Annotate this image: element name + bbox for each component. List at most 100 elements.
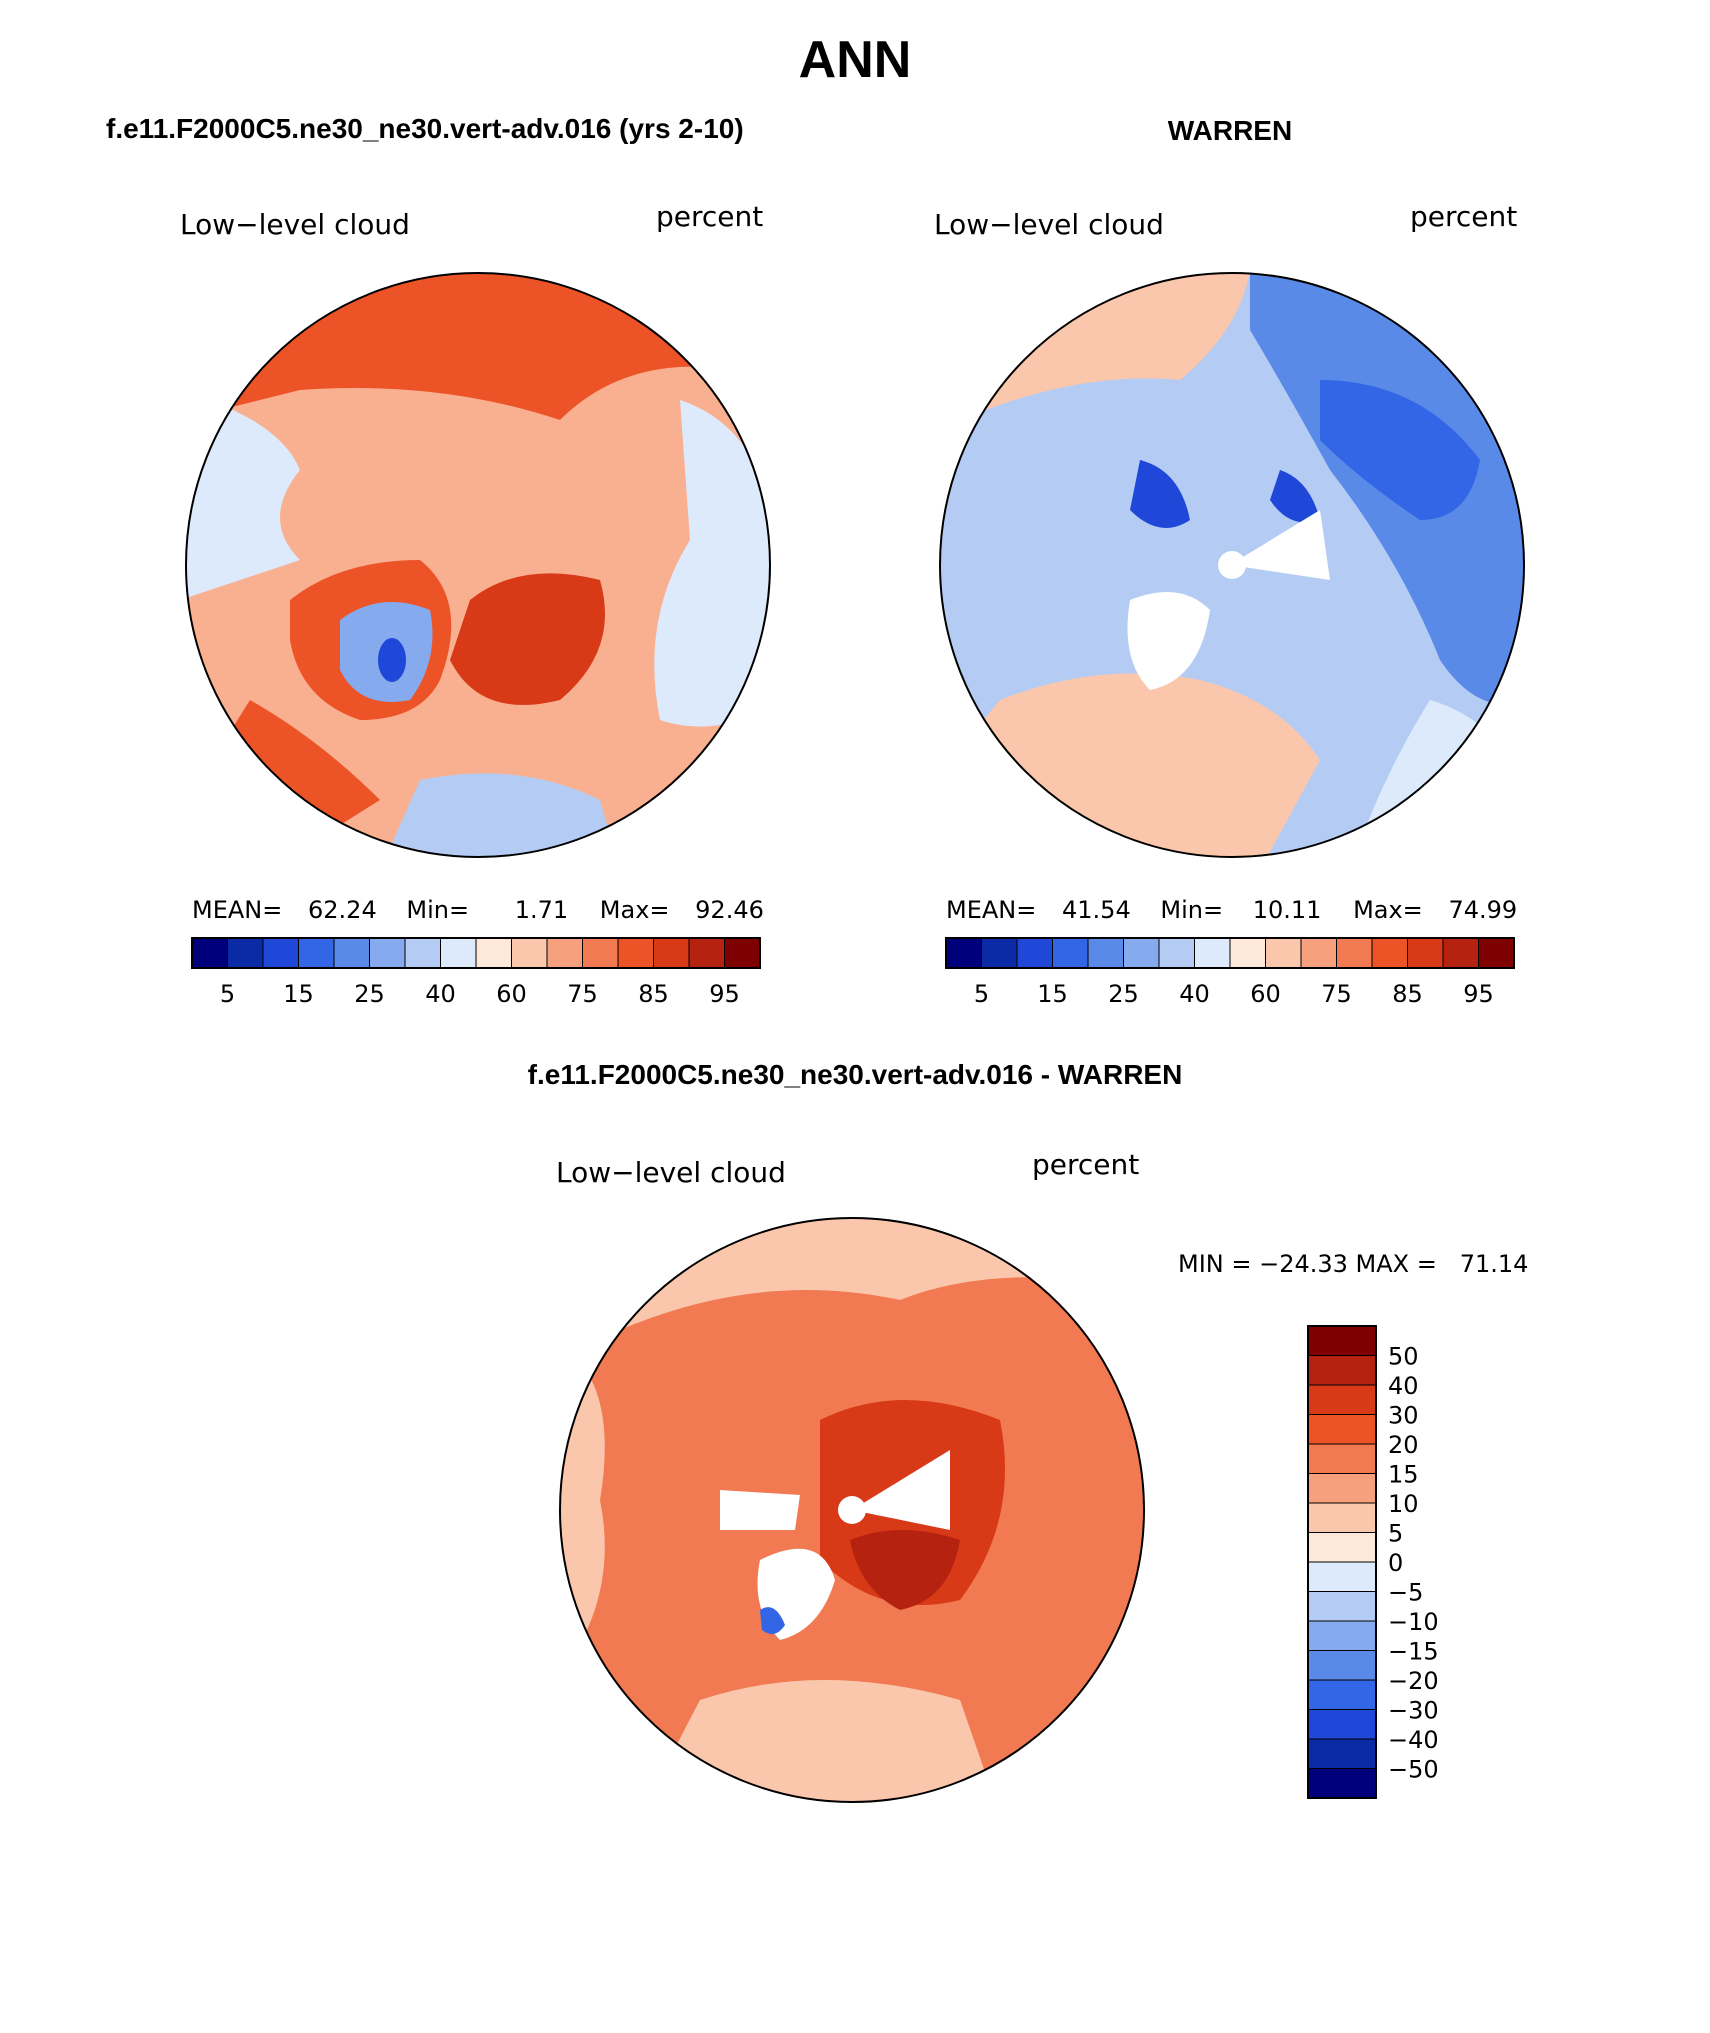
panel2-colorbar-swatch <box>1478 937 1515 969</box>
panel3-colorbar-swatch <box>1307 1709 1377 1740</box>
panel1-colorbar-swatch <box>262 937 299 969</box>
panel3-pole-hole <box>838 1496 866 1524</box>
panel3-colorbar-swatch <box>1307 1443 1377 1474</box>
panel3-colorbar-swatch <box>1307 1650 1377 1681</box>
panel3-colorbar-swatch <box>1307 1591 1377 1622</box>
panel1-region-east <box>654 400 770 727</box>
panel3-missing-archipelago <box>720 1490 800 1530</box>
panel2-colorbar-frame <box>945 937 1515 969</box>
panel2-colorbar-swatch <box>1371 937 1408 969</box>
panel1-colorbar-swatch <box>404 937 441 969</box>
panel1-colorbar-swatch <box>298 937 335 969</box>
panel2-colorbar-swatch <box>1265 937 1302 969</box>
panel3-colorbar-swatch <box>1307 1679 1377 1710</box>
panel2-colorbar-swatch <box>1158 937 1195 969</box>
panel3-colorbar-swatch <box>1307 1355 1377 1386</box>
panel1-colorbar-swatch <box>546 937 583 969</box>
panel3-colorbar-swatch <box>1307 1738 1377 1769</box>
panel2-map-border <box>939 272 1525 858</box>
panel1-colorbar-tick-label: 95 <box>709 980 740 1008</box>
panel3-colorbar-swatch <box>1307 1532 1377 1563</box>
panel1-colorbar-tick-label: 5 <box>220 980 235 1008</box>
panel1-colorbar-tick-label: 85 <box>638 980 669 1008</box>
panel3-colorbar-tick-label: −5 <box>1388 1579 1423 1607</box>
panel2-missing-greenland <box>1127 592 1210 690</box>
panel1-units-label: percent <box>656 200 764 233</box>
panel2-variable-label: Low−level cloud <box>934 208 1164 241</box>
panel1-colorbar-swatch <box>369 937 406 969</box>
panel3-colorbar-tick-label: 10 <box>1388 1490 1419 1518</box>
panel2-colorbar-swatch <box>981 937 1018 969</box>
panel1-colorbar-tick-label: 25 <box>354 980 385 1008</box>
panel2-colorbar-tick-label: 85 <box>1392 980 1423 1008</box>
panel3-colorbar-swatch <box>1307 1384 1377 1415</box>
panel3-colorbar-tick-label: 15 <box>1388 1461 1419 1489</box>
panel2-colorbar-swatch <box>1123 937 1160 969</box>
panel3-colorbar-tick-label: 50 <box>1388 1343 1419 1371</box>
panel2-title: WARREN <box>1167 115 1293 146</box>
panel2-colorbar-tick-label: 15 <box>1037 980 1068 1008</box>
panel3-units-label: percent <box>1032 1148 1140 1181</box>
panel1-region-central <box>450 573 605 705</box>
panel3-colorbar-swatch <box>1307 1768 1377 1799</box>
panel1-colorbar-swatch <box>617 937 654 969</box>
panel2-colorbar-swatch <box>1407 937 1444 969</box>
panel2-max-label: Max= <box>1353 896 1423 924</box>
panel3-region-central-core <box>850 1530 960 1610</box>
panel2-pole-hole <box>1218 551 1246 579</box>
panel2-colorbar-swatch <box>1300 937 1337 969</box>
panel2-missing-wedge <box>1230 510 1330 580</box>
panel2-stats: MEAN= 41.54 Min= 10.11 Max= 74.99 <box>946 896 1517 924</box>
panel1-map <box>186 273 770 857</box>
panel1-colorbar-swatch <box>475 937 512 969</box>
panel2-colorbar-tick-label: 25 <box>1108 980 1139 1008</box>
panel3-colorbar-swatch <box>1307 1414 1377 1445</box>
panel2-colorbar-tick-label: 5 <box>974 980 989 1008</box>
panel3-colorbar-tick-label: −40 <box>1388 1726 1439 1754</box>
panel1-max-label: Max= <box>599 896 670 924</box>
panel3-negative-spot <box>760 1607 785 1634</box>
panel1-stats: MEAN= 62.24 Min= 1.71 Max= 92.46 <box>192 896 764 924</box>
panel3-colorbar-swatch <box>1307 1325 1377 1356</box>
panel2-region-center-spot <box>1130 460 1190 528</box>
panel3-colorbar-tick-label: 30 <box>1388 1402 1419 1430</box>
panel2-colorbar-swatch <box>945 937 982 969</box>
panel2-colorbar-swatch <box>1229 937 1266 969</box>
panel1-colorbar-frame <box>191 937 761 969</box>
panel1-colorbar-swatch <box>688 937 725 969</box>
panel1-colorbar-swatch <box>440 937 477 969</box>
panel2-min-value: 10.11 <box>1252 896 1322 924</box>
panel2-colorbar-tick-label: 75 <box>1321 980 1352 1008</box>
panel2-colorbar-tick-label: 40 <box>1179 980 1210 1008</box>
panel3-map-border <box>559 1217 1145 1803</box>
panel3-colorbar-tick-label: −50 <box>1388 1756 1439 1784</box>
panel3-colorbar-tick-label: 0 <box>1388 1549 1403 1577</box>
panel2-colorbar: 5 15 25 40 60 75 85 95 <box>945 937 1515 1008</box>
panel1-mean-value: 62.24 <box>308 896 377 924</box>
panel3-title: f.e11.F2000C5.ne30_ne30.vert-adv.016 - W… <box>527 1059 1183 1090</box>
panel3-colorbar-tick-label: 40 <box>1388 1372 1419 1400</box>
panel3-colorbar-swatch <box>1307 1502 1377 1533</box>
panel1-min-spot <box>378 638 406 682</box>
panel3-stats: MIN = −24.33 MAX = 71.14 <box>1178 1250 1529 1278</box>
panel1-colorbar-tick-label: 60 <box>496 980 527 1008</box>
panel3-map <box>560 1218 1144 1802</box>
panel3-colorbar-tick-label: −30 <box>1388 1697 1439 1725</box>
panel2-max-value: 74.99 <box>1448 896 1518 924</box>
panel1-mean-label: MEAN= <box>192 896 283 924</box>
panel1-colorbar-tick-label: 40 <box>425 980 456 1008</box>
panel1-colorbar-swatch <box>653 937 690 969</box>
panel1-colorbar-swatch <box>724 937 761 969</box>
panel3-colorbar-tick-label: −15 <box>1388 1638 1439 1666</box>
panel1-min-value: 1.71 <box>514 896 569 924</box>
panel3-colorbar-swatch <box>1307 1473 1377 1504</box>
panel1-colorbar: 5 15 25 40 60 75 85 95 <box>191 937 761 1008</box>
panel1-colorbar-swatch <box>191 937 228 969</box>
panel2-colorbar-tick-label: 60 <box>1250 980 1281 1008</box>
panel3-colorbar-swatch <box>1307 1561 1377 1592</box>
panel2-colorbar-swatch <box>1016 937 1053 969</box>
panel2-colorbar-swatch <box>1194 937 1231 969</box>
panel1-colorbar-tick-label: 75 <box>567 980 598 1008</box>
panel2-colorbar-tick-label: 95 <box>1463 980 1494 1008</box>
